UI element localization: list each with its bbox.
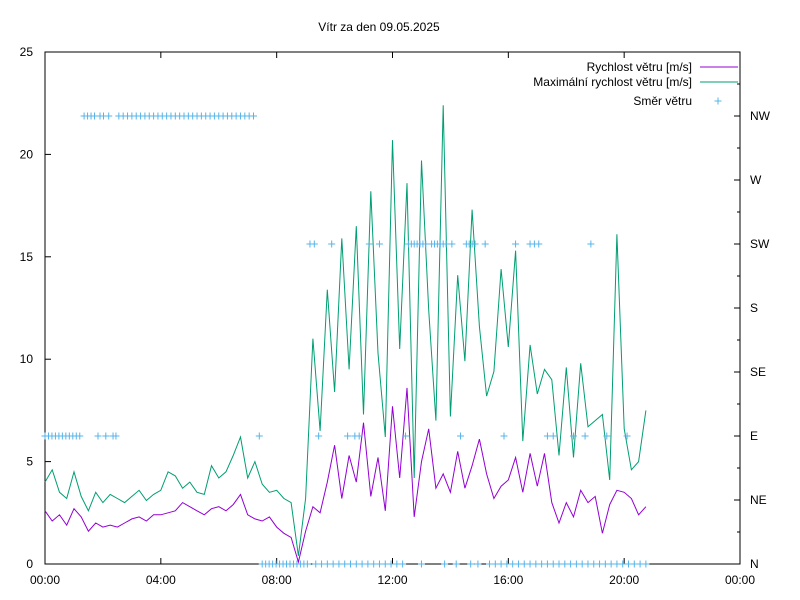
direction-point <box>399 560 407 568</box>
direction-point <box>315 432 323 440</box>
direction-point <box>581 432 589 440</box>
x-tick-label: 04:00 <box>146 573 176 587</box>
direction-point <box>452 560 460 568</box>
direction-point <box>623 432 631 440</box>
direction-point <box>76 432 84 440</box>
direction-point <box>102 432 110 440</box>
direction-tick-labels: N NE E SE S SW W NW <box>750 109 771 571</box>
direction-point <box>457 432 465 440</box>
x-tick-label: 00:00 <box>30 573 60 587</box>
direction-point <box>105 112 113 120</box>
direction-point <box>448 240 456 248</box>
direction-point <box>535 240 543 248</box>
direction-tick-label: NW <box>750 109 771 123</box>
direction-tick-label: W <box>750 173 762 187</box>
direction-points <box>41 112 650 568</box>
y-tick-label: 0 <box>26 557 33 571</box>
x-tick-label: 16:00 <box>493 573 523 587</box>
direction-point <box>603 432 611 440</box>
y-tick-labels: 0 5 10 15 20 25 <box>20 45 34 571</box>
direction-point <box>328 240 336 248</box>
series-line-max-speed <box>44 105 647 556</box>
direction-tick-label: SW <box>750 237 770 251</box>
y-tick-label: 20 <box>20 147 34 161</box>
direction-point <box>642 560 650 568</box>
direction-tick-label: N <box>750 557 759 571</box>
y-tick-label: 5 <box>26 455 33 469</box>
direction-point <box>365 240 373 248</box>
direction-point <box>512 240 520 248</box>
legend-label-direction: Směr větru <box>633 94 692 108</box>
x-tick-label: 20:00 <box>609 573 639 587</box>
y-tick-label: 15 <box>20 250 34 264</box>
legend-marker-direction <box>714 97 722 105</box>
direction-point <box>471 240 479 248</box>
direction-point <box>375 240 383 248</box>
direction-point <box>474 560 482 568</box>
direction-point <box>417 560 425 568</box>
direction-point <box>255 432 263 440</box>
legend-label-max-speed: Maximální rychlost větru [m/s] <box>533 75 692 89</box>
direction-tick-label: E <box>750 429 758 443</box>
direction-point <box>549 432 557 440</box>
direction-point <box>344 432 352 440</box>
direction-tick-label: S <box>750 301 758 315</box>
series-line-speed <box>44 387 647 564</box>
direction-point <box>569 432 577 440</box>
direction-tick-label: NE <box>750 493 767 507</box>
legend-label-speed: Rychlost větru [m/s] <box>587 60 692 74</box>
legend-plus-marker <box>714 97 722 105</box>
direction-point <box>250 112 257 120</box>
y-tick-label: 10 <box>20 352 34 366</box>
direction-point <box>587 240 595 248</box>
direction-tick-label: SE <box>750 365 766 379</box>
plot-frame <box>44 51 741 565</box>
direction-point <box>303 560 311 568</box>
chart-title: Vítr za den 09.05.2025 <box>318 20 440 34</box>
plot-border <box>44 51 741 565</box>
direction-point <box>402 432 410 440</box>
direction-point <box>355 432 363 440</box>
direction-point <box>481 240 489 248</box>
direction-point <box>310 240 318 248</box>
axis-ticks <box>44 51 741 565</box>
legend: Rychlost větru [m/s] Maximální rychlost … <box>533 60 738 108</box>
direction-point <box>467 560 475 568</box>
x-tick-labels: 00:00 04:00 08:00 12:00 16:00 20:00 00:00 <box>30 573 755 587</box>
direction-point <box>441 560 449 568</box>
series-lines <box>44 105 647 564</box>
direction-point <box>112 432 120 440</box>
direction-point <box>94 432 102 440</box>
x-tick-label: 00:00 <box>725 573 755 587</box>
y-tick-label: 25 <box>20 45 34 59</box>
direction-point <box>500 432 508 440</box>
x-tick-label: 08:00 <box>262 573 292 587</box>
x-tick-label: 12:00 <box>377 573 407 587</box>
